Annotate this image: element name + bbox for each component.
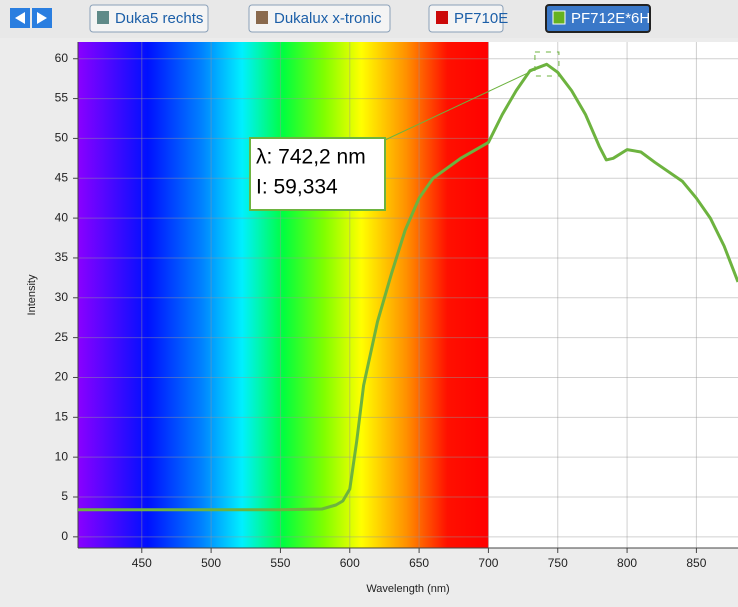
button-label: Dukalux x-tronic [274,10,382,27]
x-tick-label: 650 [409,556,429,570]
tooltip-connector [384,63,548,141]
y-tick-label: 40 [55,210,69,224]
x-tick-label: 450 [132,556,152,570]
button-swatch [436,11,448,24]
series-button[interactable]: PF712E*6H [545,4,651,33]
button-frame [89,4,209,33]
y-tick-label: 0 [61,529,68,543]
y-tick-label: 55 [55,91,69,105]
y-tick-label: 20 [55,370,69,384]
y-axis-label: Intensity [26,274,38,315]
button-label: PF712E*6H [571,10,650,27]
tooltip-line: I: 59,334 [256,176,338,199]
button-swatch [552,10,566,25]
y-tick-label: 35 [55,250,69,264]
y-tick-label: 15 [55,409,69,423]
y-tick-label: 50 [55,131,69,145]
prev-arrow [15,12,25,24]
button-swatch [256,11,268,24]
y-tick-label: 30 [55,290,69,304]
series-line [78,62,738,512]
x-tick-label: 500 [201,556,221,570]
y-tick-label: 10 [55,449,69,463]
highlight-marker [534,51,560,77]
x-tick-label: 700 [478,556,498,570]
x-tick-label: 750 [548,556,568,570]
y-tick-label: 60 [55,51,69,65]
series-button[interactable]: Dukalux x-tronic [248,4,391,33]
nav-buttons[interactable] [10,8,52,28]
x-tick-label: 850 [686,556,706,570]
y-tick-label: 45 [55,170,69,184]
x-tick-label: 550 [270,556,290,570]
tooltip-line: λ: 742,2 nm [256,146,366,169]
button-label: Duka5 rechts [115,10,203,27]
button-label: PF710E [454,10,508,27]
y-tick-label: 25 [55,330,69,344]
series-button[interactable]: Duka5 rechts [89,4,209,33]
x-tick-label: 600 [340,556,360,570]
next-arrow [37,12,47,24]
button-frame [248,4,391,33]
x-axis-label: Wavelength (nm) [366,583,449,595]
series-button[interactable]: PF710E [428,4,508,33]
button-swatch [97,11,109,24]
tooltip-box [249,137,386,211]
spectrum-band [78,42,489,548]
x-tick-label: 800 [617,556,637,570]
y-tick-label: 5 [61,489,68,503]
button-frame [545,4,651,33]
